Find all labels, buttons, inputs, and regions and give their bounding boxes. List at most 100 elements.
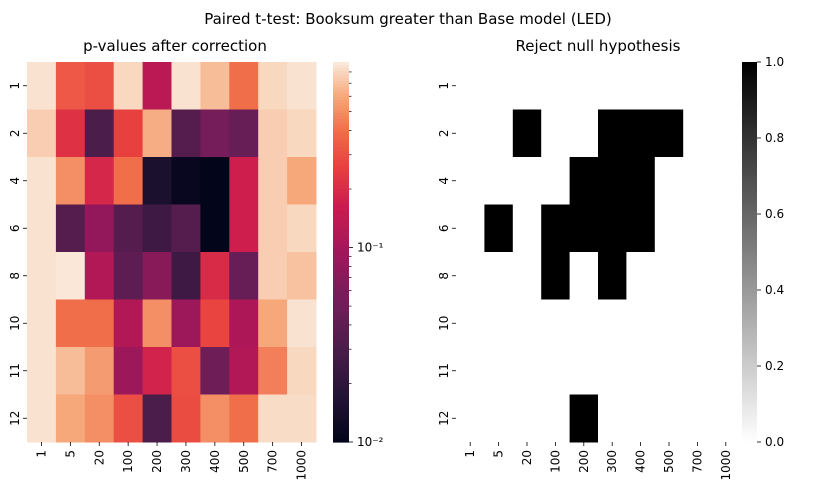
colorbar-segment (333, 337, 349, 342)
heatmap-cell (456, 62, 485, 110)
colorbar-segment (333, 65, 349, 69)
colorbar-segment (742, 391, 757, 396)
colorbar-segment (742, 74, 757, 79)
heatmap-cell (456, 347, 485, 395)
pvalues-heatmap-title: p-values after correction (83, 37, 267, 55)
colorbar-segment (742, 96, 757, 101)
heatmap-cell (456, 109, 485, 158)
colorbar-segment (742, 147, 757, 152)
heatmap-cell (598, 299, 627, 348)
colorbar-segment (333, 147, 349, 152)
heatmap-cell (541, 109, 571, 158)
y-tick-label: 12 (437, 411, 451, 426)
heatmap-cell (200, 62, 230, 110)
colorbar-segment (333, 385, 349, 389)
colorbar-segment (333, 153, 349, 158)
colorbar-segment (742, 252, 757, 256)
heatmap-cell (598, 204, 627, 253)
colorbar-segment (333, 350, 349, 354)
heatmap-cell (27, 299, 57, 348)
colorbar-segment (742, 248, 757, 253)
heatmap-cell (484, 62, 514, 110)
heatmap-cell (484, 204, 514, 253)
colorbar-segment (333, 239, 349, 244)
heatmap-cell (512, 62, 542, 110)
heatmap-cell (229, 204, 259, 253)
colorbar-segment (742, 277, 757, 282)
x-tick-label: 1 (463, 450, 477, 458)
heatmap-cell (287, 109, 317, 158)
heatmap-cell (569, 299, 599, 348)
heatmap-cell (683, 347, 713, 395)
colorbar-segment (333, 172, 349, 177)
heatmap-cell (598, 347, 627, 395)
colorbar-segment (333, 122, 349, 126)
heatmap-cell (541, 394, 571, 443)
colorbar-segment (742, 394, 757, 399)
heatmap-cell (55, 252, 86, 300)
colorbar-segment (333, 87, 349, 92)
colorbar-segment (333, 157, 349, 161)
heatmap-cell (258, 347, 288, 395)
heatmap-cell (683, 62, 713, 110)
x-tick-label: 700 (690, 450, 704, 473)
colorbar-segment (333, 163, 349, 168)
heatmap-cell (484, 109, 514, 158)
colorbar-segment (333, 131, 349, 136)
colorbar-tick-label: 1.0 (765, 55, 784, 69)
heatmap-cell (142, 109, 172, 158)
colorbar-segment (333, 210, 349, 215)
colorbar-segment (333, 201, 349, 206)
colorbar-tick-label: 0.4 (765, 283, 784, 297)
colorbar-segment (333, 233, 349, 237)
colorbar-segment (742, 404, 757, 408)
colorbar-segment (742, 191, 757, 196)
heatmap-cell (258, 157, 288, 205)
colorbar-segment (333, 74, 349, 79)
x-tick-label: 400 (634, 450, 648, 473)
heatmap-cell (258, 204, 288, 253)
colorbar-segment (333, 381, 349, 386)
colorbar-segment (333, 375, 349, 380)
colorbar-segment (742, 201, 757, 206)
colorbar-segment (333, 299, 349, 304)
heatmap-cell (258, 394, 288, 443)
heatmap-cell (626, 252, 656, 300)
colorbar-segment (333, 128, 349, 133)
heatmap-cell (84, 347, 115, 395)
colorbar-segment (742, 258, 757, 263)
colorbar-segment (742, 195, 757, 199)
colorbar-segment (742, 410, 757, 415)
colorbar-segment (333, 77, 349, 82)
heatmap-cell (683, 157, 713, 205)
colorbar-segment (742, 274, 757, 278)
heatmap-cell (541, 62, 571, 110)
colorbar-segment (742, 400, 757, 405)
heatmap-cell (512, 204, 542, 253)
colorbar-segment (333, 191, 349, 196)
x-tick-label: 1 (34, 450, 48, 458)
colorbar-tick-label: 0.0 (765, 435, 784, 449)
colorbar-segment (742, 359, 757, 364)
y-tick-label: 8 (8, 272, 22, 280)
x-tick-label: 20 (520, 450, 534, 465)
heatmap-cell (287, 394, 317, 443)
colorbar-segment (333, 353, 349, 358)
y-tick-label: 11 (437, 363, 451, 378)
colorbar-segment (742, 397, 757, 402)
colorbar-segment (742, 366, 757, 370)
colorbar-segment (742, 305, 757, 310)
x-tick-label: 100 (548, 450, 562, 473)
heatmap-cell (287, 252, 317, 300)
colorbar-segment (333, 331, 349, 335)
heatmap-cell (27, 157, 57, 205)
colorbar-segment (742, 416, 757, 421)
colorbar-segment (742, 68, 757, 73)
colorbar-segment (333, 286, 349, 291)
colorbar-segment (333, 435, 349, 440)
colorbar-segment (333, 125, 349, 130)
y-tick-label: 10 (8, 316, 22, 331)
heatmap-cell (200, 299, 230, 348)
colorbar-segment (333, 223, 349, 228)
colorbar-segment (333, 296, 349, 301)
